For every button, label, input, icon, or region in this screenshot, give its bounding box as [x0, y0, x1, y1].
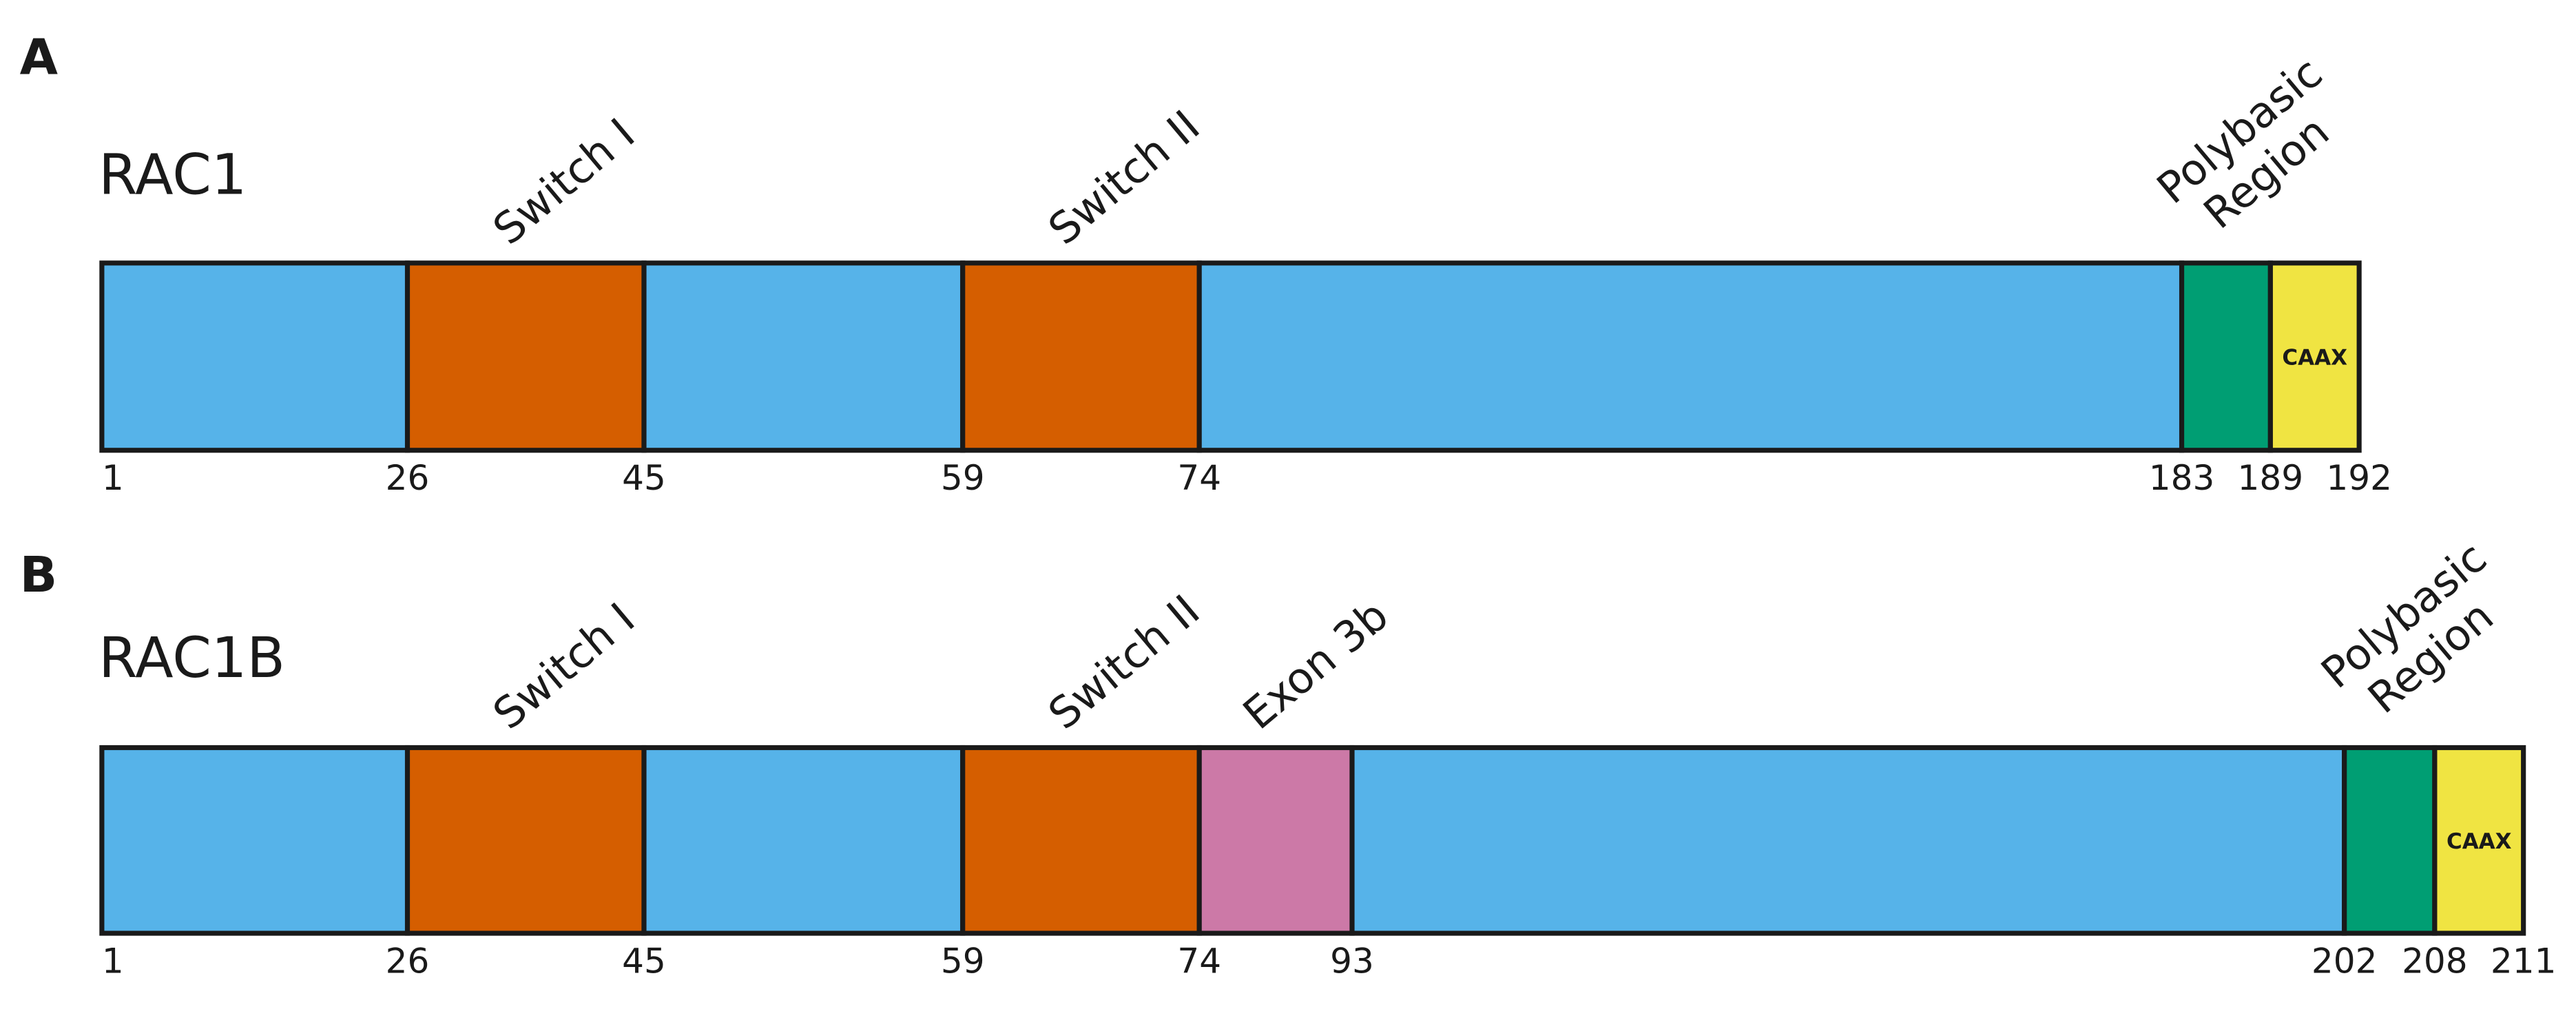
position-label: 183	[2149, 458, 2215, 498]
domain-label: Switch I	[484, 108, 644, 254]
domain-label-group: Switch II	[1039, 101, 1209, 255]
domain	[960, 745, 1202, 936]
domain	[2342, 745, 2438, 936]
position-label: 192	[2326, 458, 2392, 498]
domain-label: Switch I	[484, 593, 644, 739]
domain-label-group: Switch I	[484, 593, 644, 739]
domain	[404, 745, 647, 936]
domain-label: Switch II	[1039, 101, 1209, 255]
domain	[1196, 260, 2185, 453]
domain	[99, 745, 411, 936]
protein-name: RAC1	[98, 143, 247, 208]
position-label: 26	[386, 458, 430, 498]
position-label: 74	[1177, 458, 1221, 498]
domain	[641, 260, 966, 453]
position-label: 74	[1177, 941, 1221, 981]
domain	[641, 745, 966, 936]
protein-name: RAC1B	[98, 626, 285, 691]
position-label: 59	[941, 458, 985, 498]
domain	[1196, 745, 1355, 936]
panel-letter: B	[20, 546, 58, 603]
position-label: 26	[386, 941, 430, 981]
domain-label: Switch II	[1039, 585, 1209, 739]
domain-label-group: Switch I	[484, 108, 644, 254]
position-label: 202	[2312, 941, 2378, 981]
position-label: 1	[102, 941, 124, 981]
domain-label: Exon 3b	[1234, 590, 1398, 739]
position-label: 93	[1330, 941, 1374, 981]
domain	[960, 260, 1202, 453]
domain-label-group: Switch II	[1039, 585, 1209, 739]
domain	[404, 260, 647, 453]
domain	[2179, 260, 2273, 453]
domain	[1349, 745, 2347, 936]
panel-letter: A	[20, 29, 59, 86]
domain	[2267, 260, 2362, 453]
domain	[99, 260, 411, 453]
domain	[2432, 745, 2526, 936]
position-label: 211	[2491, 941, 2557, 981]
position-label: 59	[941, 941, 985, 981]
panel: B RAC1B Switch I Switch II Exon 3b PolybasicR…	[20, 532, 2557, 981]
position-label: 208	[2402, 941, 2468, 981]
domain-inner-label: CAAX	[2282, 346, 2347, 371]
position-label: 1	[102, 458, 124, 498]
position-label: 45	[622, 941, 666, 981]
position-label: 45	[622, 458, 666, 498]
domain-inner-label: CAAX	[2447, 829, 2512, 854]
position-label: 189	[2238, 458, 2304, 498]
domain-label-group: Exon 3b	[1234, 590, 1398, 739]
